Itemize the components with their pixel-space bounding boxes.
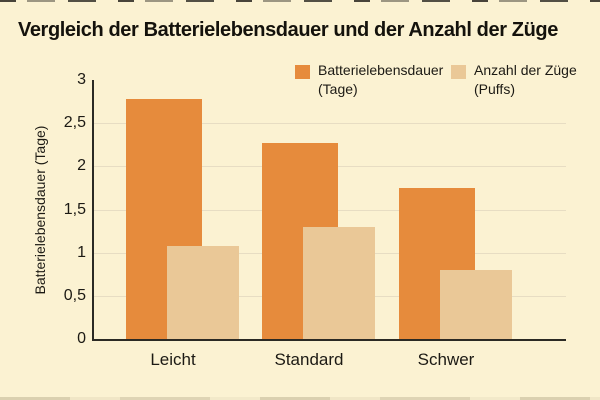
legend-label-line1: Anzahl der Züge xyxy=(474,62,577,78)
bar-anzahl-der-zuege-puffs-schwer xyxy=(440,270,512,339)
x-category-label-standard: Standard xyxy=(274,350,344,369)
bottom-crop-artifact xyxy=(0,397,600,400)
y-tick-0-5: 0,5 xyxy=(63,287,86,304)
y-tick-2-5: 2,5 xyxy=(63,114,86,131)
x-category-label-schwer: Schwer xyxy=(417,350,475,369)
bar-anzahl-der-zuege-puffs-standard xyxy=(303,227,375,339)
legend-entry-anzahl-der-zuege: Anzahl der Züge (Puffs) xyxy=(451,61,577,99)
y-tick-0: 0 xyxy=(77,330,86,347)
gridline-2-5 xyxy=(94,123,566,124)
legend-swatch-anzahl-der-zuege xyxy=(451,65,466,79)
legend-label-line2: (Tage) xyxy=(318,81,358,97)
legend-entry-batterielebensdauer: Batterielebensdauer (Tage) xyxy=(295,61,443,99)
y-tick-3: 3 xyxy=(77,71,86,88)
bar-anzahl-der-zuege-puffs-leicht xyxy=(167,246,239,339)
legend-label-line1: Batterielebensdauer xyxy=(318,62,444,78)
legend-label-batterielebensdauer: Batterielebensdauer (Tage) xyxy=(318,61,443,99)
legend-label-line2: (Puffs) xyxy=(474,81,515,97)
legend-label-anzahl-der-zuege: Anzahl der Züge (Puffs) xyxy=(474,61,577,99)
y-tick-1-5: 1,5 xyxy=(63,201,86,218)
x-category-label-leicht: Leicht xyxy=(150,350,196,369)
y-tick-1: 1 xyxy=(77,244,86,261)
top-crop-artifact xyxy=(0,0,600,2)
y-axis-line xyxy=(92,80,94,341)
legend-swatch-batterielebensdauer xyxy=(295,65,310,79)
chart-title: Vergleich der Batterielebensdauer und de… xyxy=(18,19,558,41)
y-tick-2: 2 xyxy=(77,157,86,174)
x-axis-line xyxy=(92,339,566,341)
